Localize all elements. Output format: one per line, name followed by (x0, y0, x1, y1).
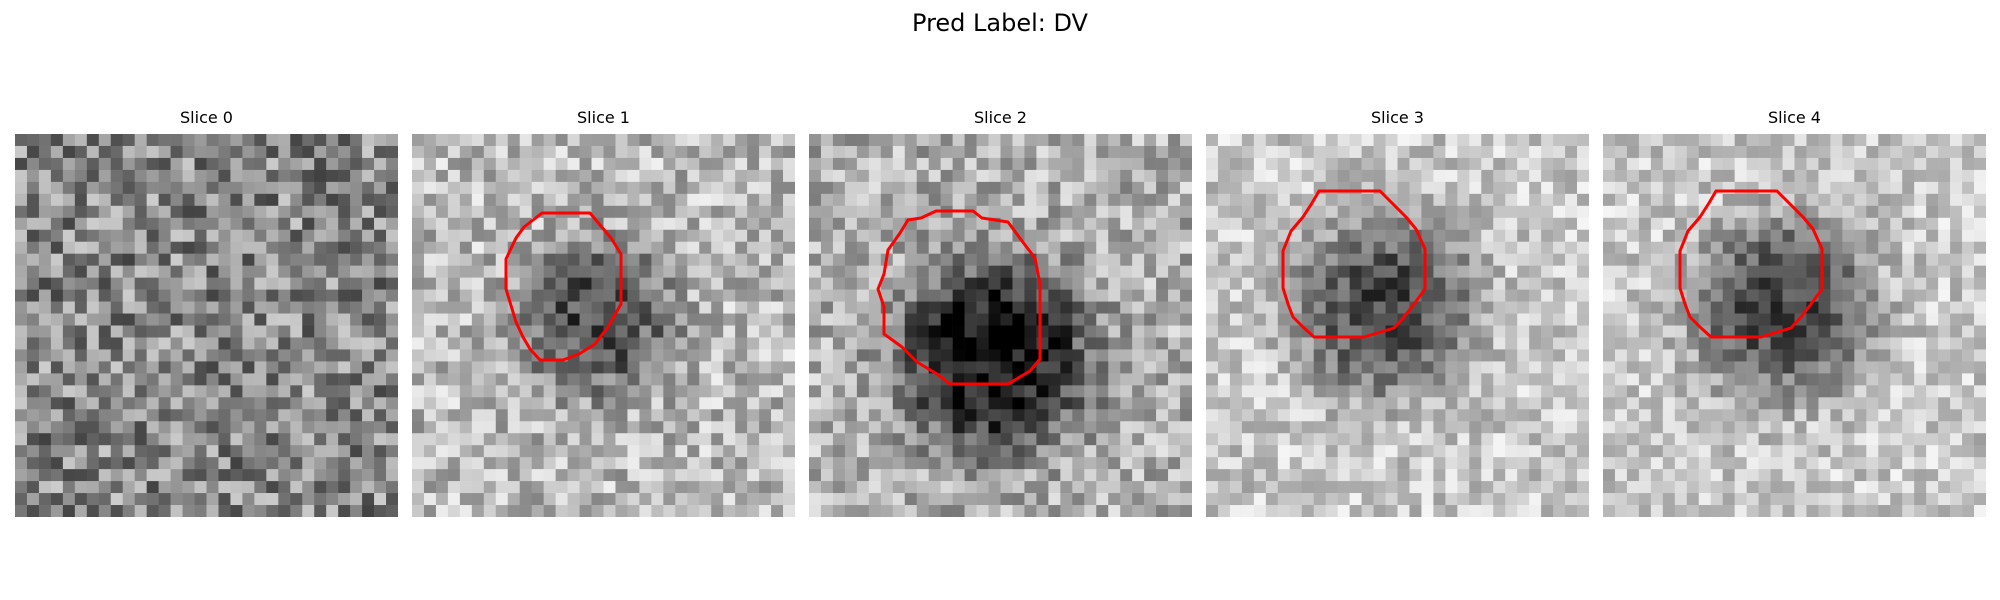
slice-title-0: Slice 0 (180, 108, 233, 127)
slice-panel-4: Slice 4 (1603, 108, 1986, 517)
segmentation-contour-3 (1281, 189, 1427, 339)
segmentation-contour-4 (1678, 189, 1824, 339)
slice-title-3: Slice 3 (1371, 108, 1424, 127)
slice-panel-2: Slice 2 (809, 108, 1192, 517)
slice-panel-0: Slice 0 (15, 108, 398, 517)
slice-image-1 (412, 134, 795, 517)
slice-title-2: Slice 2 (974, 108, 1027, 127)
slice-title-4: Slice 4 (1768, 108, 1821, 127)
segmentation-contour-1 (504, 211, 623, 362)
slice-image-2 (809, 134, 1192, 517)
slice-image-4 (1603, 134, 1986, 517)
slice-image-3 (1206, 134, 1589, 517)
segmentation-contour-2 (876, 209, 1042, 386)
slice-title-1: Slice 1 (577, 108, 630, 127)
slice-panel-1: Slice 1 (412, 108, 795, 517)
slice-panel-3: Slice 3 (1206, 108, 1589, 517)
slice-image-0 (15, 134, 398, 517)
figure-title: Pred Label: DV (912, 9, 1088, 37)
